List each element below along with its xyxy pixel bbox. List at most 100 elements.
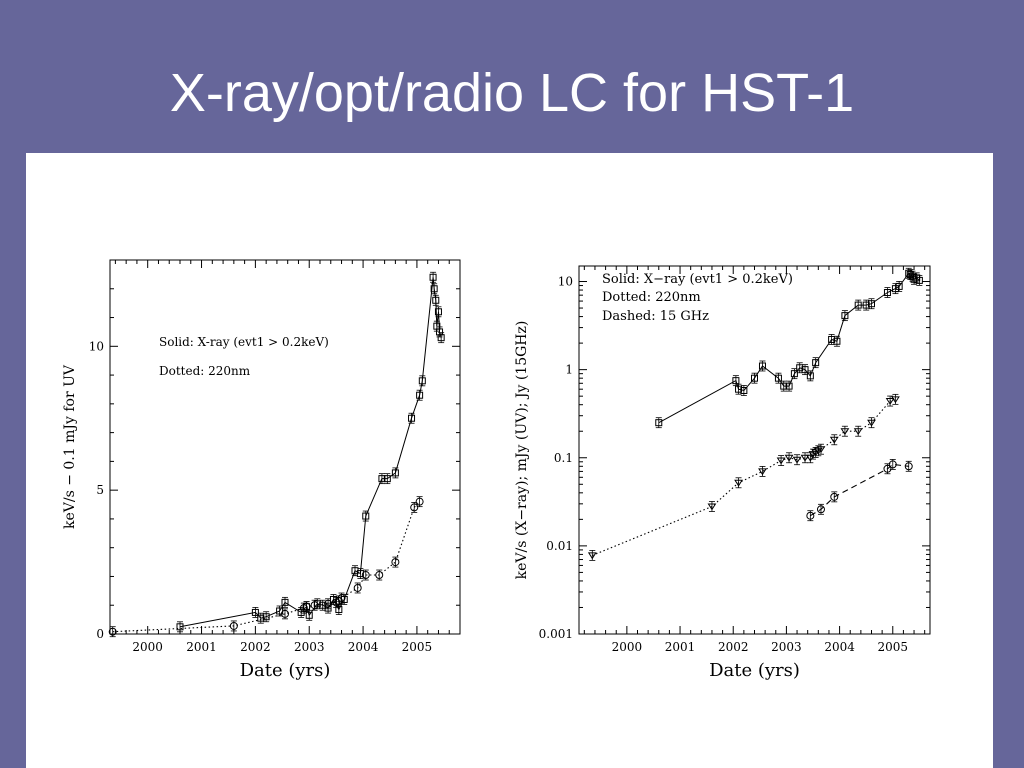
legend-annotation: Dotted: 220nm [159, 364, 251, 378]
data-point-square [176, 623, 184, 631]
y-tick-label: 0.01 [546, 539, 573, 553]
y-axis-label: keV/s (X−ray); mJy (UV); Jy (15GHz) [514, 321, 530, 580]
data-point-square [915, 276, 923, 284]
data-point-square [740, 386, 748, 394]
data-point-square [868, 300, 875, 308]
y-tick-label: 0 [96, 627, 104, 641]
data-point-triangle [800, 454, 810, 462]
y-tick-label: 0.001 [539, 627, 573, 641]
data-point-square [432, 296, 440, 304]
series-dashed [806, 459, 913, 522]
data-point-square [796, 364, 804, 372]
data-point-square [305, 611, 313, 619]
data-point-square [812, 359, 820, 367]
data-point-circle [816, 505, 825, 514]
x-tick-label: 2001 [186, 640, 217, 654]
data-point-square [833, 337, 841, 345]
data-point-circle [324, 599, 333, 608]
legend-annotation: Solid: X−ray (evt1 > 0.2keV) [602, 272, 793, 287]
x-tick-label: 2001 [665, 640, 696, 654]
series-solid [655, 267, 923, 429]
x-tick-label: 2002 [718, 640, 749, 654]
data-point-circle [361, 571, 370, 580]
data-point-square [437, 334, 445, 342]
data-point-square [416, 391, 424, 399]
data-point-triangle [805, 454, 815, 462]
data-point-square [430, 285, 438, 293]
data-point-square [732, 377, 740, 385]
chart-2: 2000 2001 2002 2003 2004 2005 0.001 0.01 0.1 1 10 D… [514, 265, 931, 681]
data-point-square [735, 385, 743, 393]
data-point-square [841, 312, 849, 320]
data-point-triangle [792, 456, 802, 464]
data-point-square [378, 475, 386, 483]
data-point-square [828, 335, 836, 343]
data-point-triangle [891, 396, 900, 404]
data-point-square [883, 289, 891, 297]
data-point-circle [415, 497, 424, 506]
data-point-square [281, 598, 289, 606]
legend-annotation: Solid: X-ray (evt1 > 0.2keV) [159, 335, 329, 349]
x-axis-label: Date (yrs) [240, 660, 331, 681]
data-point-square [391, 469, 399, 477]
data-point-square [262, 613, 270, 621]
y-tick-label: 1 [565, 363, 573, 377]
data-point-square [801, 366, 809, 374]
data-point-circle [229, 621, 238, 630]
data-point-triangle [853, 428, 863, 436]
data-point-circle [281, 609, 289, 618]
x-tick-label: 2003 [294, 640, 325, 654]
data-point-square [251, 608, 259, 616]
data-point-triangle [816, 446, 826, 454]
data-point-triangle [707, 503, 717, 511]
data-point-square [780, 382, 788, 390]
x-tick-label: 2002 [240, 640, 271, 654]
data-point-square [758, 362, 766, 370]
figure-panel: 2000 2001 2002 2003 2004 2005 0 5 10 Date (yrs) ke… [26, 153, 993, 768]
data-point-square [408, 414, 416, 422]
data-point-square [854, 301, 862, 309]
data-point-square [429, 273, 437, 281]
series-dotted [108, 496, 424, 638]
series-line-dashed [810, 463, 909, 517]
data-point-square [891, 285, 899, 293]
x-tick-label: 2004 [348, 640, 379, 654]
x-tick-label: 2005 [877, 640, 908, 654]
data-point-triangle [840, 428, 850, 436]
data-point-square [362, 512, 370, 520]
data-point-square [418, 377, 426, 385]
x-axis-label: Date (yrs) [709, 660, 800, 681]
data-point-square [895, 282, 903, 290]
data-point-circle [353, 583, 362, 592]
x-tick-label: 2005 [402, 640, 433, 654]
data-point-circle [375, 571, 384, 580]
y-tick-label: 5 [96, 483, 104, 497]
data-point-square [356, 570, 364, 578]
data-point-square [655, 419, 663, 427]
data-point-square [434, 308, 442, 316]
data-point-circle [410, 503, 419, 512]
legend-annotation: Dashed: 15 GHz [602, 309, 709, 324]
data-point-square [335, 606, 343, 614]
data-point-triangle [776, 457, 786, 465]
data-point-square [790, 370, 798, 378]
legend-annotation: Dotted: 220nm [602, 290, 701, 305]
plot-frame [109, 259, 461, 635]
series-line-dotted [592, 398, 896, 556]
data-point-square [751, 374, 758, 382]
data-point-triangle [867, 419, 876, 427]
data-point-square [862, 301, 870, 309]
data-point-circle [302, 602, 311, 611]
series-line-dotted [112, 501, 420, 633]
data-point-circle [337, 594, 346, 603]
data-point-circle [391, 558, 400, 567]
data-point-circle [334, 596, 343, 605]
y-tick-label: 10 [558, 275, 573, 289]
data-point-square [785, 382, 793, 390]
data-point-triangle [587, 552, 597, 560]
data-point-square [806, 372, 814, 380]
data-point-square [383, 475, 391, 483]
data-point-circle [883, 464, 892, 473]
series-solid [176, 271, 445, 633]
data-point-triangle [734, 479, 743, 487]
